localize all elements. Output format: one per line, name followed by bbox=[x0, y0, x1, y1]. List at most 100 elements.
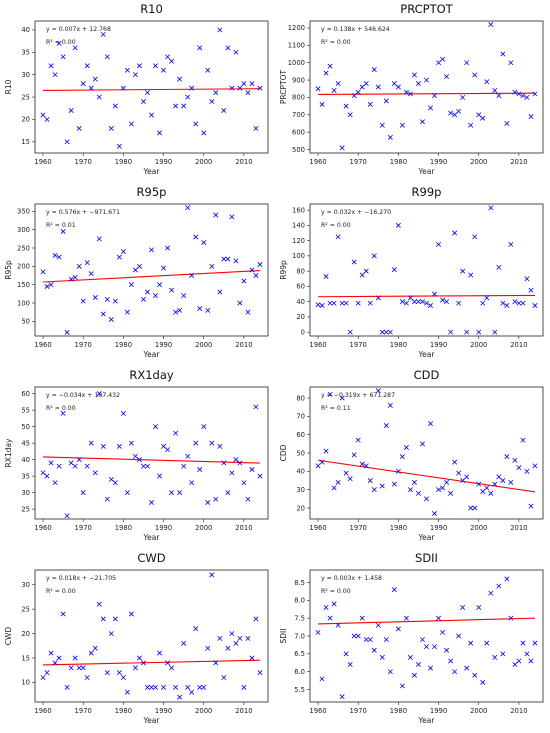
x-tick-label: 1960 bbox=[309, 707, 326, 715]
data-point bbox=[460, 94, 466, 100]
data-point bbox=[225, 490, 231, 496]
data-point bbox=[161, 265, 167, 271]
data-point bbox=[500, 651, 506, 657]
chart-title: PRCPTOT bbox=[400, 2, 453, 16]
data-point bbox=[205, 307, 211, 313]
y-tick-label: 70 bbox=[296, 413, 305, 421]
data-point bbox=[205, 645, 211, 651]
data-point bbox=[185, 94, 191, 100]
y-tick-label: 1100 bbox=[288, 42, 305, 50]
data-point bbox=[185, 453, 191, 459]
y-tick-label: 250 bbox=[17, 244, 30, 252]
data-point bbox=[379, 122, 385, 128]
chart-title: CDD bbox=[414, 368, 440, 382]
data-point bbox=[383, 423, 389, 428]
data-point bbox=[217, 27, 223, 33]
data-point bbox=[149, 112, 154, 118]
y-tick-label: 15 bbox=[21, 654, 30, 662]
data-point bbox=[153, 293, 159, 299]
data-point bbox=[448, 110, 454, 116]
data-point bbox=[108, 317, 114, 322]
data-point bbox=[476, 329, 482, 335]
data-point bbox=[100, 443, 106, 449]
data-point bbox=[516, 658, 522, 664]
x-tick-label: 1980 bbox=[115, 158, 132, 166]
data-point bbox=[399, 299, 405, 305]
data-point bbox=[319, 459, 325, 465]
data-point bbox=[327, 391, 333, 397]
x-tick-label: 2000 bbox=[470, 707, 487, 715]
data-point bbox=[44, 116, 50, 122]
y-tick-label: 100 bbox=[17, 299, 30, 307]
data-point bbox=[128, 282, 134, 288]
data-point bbox=[197, 467, 203, 472]
r-squared: R² = 0.00 bbox=[321, 39, 351, 46]
data-point bbox=[80, 490, 86, 496]
trend-line bbox=[318, 294, 535, 298]
data-point bbox=[379, 654, 385, 660]
data-point bbox=[189, 480, 195, 486]
data-point bbox=[225, 256, 231, 262]
data-point bbox=[496, 474, 502, 480]
chart-prcptot: PRCPTOT 1960 1970 1980 1990 2000 2010 500 600 700… bbox=[279, 2, 544, 176]
data-point bbox=[492, 481, 498, 487]
data-point bbox=[149, 684, 154, 690]
data-point bbox=[456, 633, 462, 639]
data-point bbox=[440, 297, 446, 303]
data-point bbox=[492, 87, 498, 93]
data-point bbox=[120, 85, 126, 91]
data-point bbox=[456, 108, 462, 114]
data-point bbox=[472, 72, 478, 78]
x-axis-label: Year bbox=[143, 533, 161, 542]
data-point bbox=[197, 306, 203, 311]
data-point bbox=[60, 54, 66, 60]
data-point bbox=[436, 60, 442, 66]
data-point bbox=[161, 443, 167, 449]
x-tick-label: 2010 bbox=[235, 341, 252, 349]
x-axis-label: Year bbox=[418, 533, 436, 542]
data-point bbox=[315, 302, 321, 308]
data-point bbox=[339, 694, 345, 700]
chart-title: R95p bbox=[137, 185, 167, 199]
data-point bbox=[492, 329, 498, 335]
data-point bbox=[424, 300, 429, 306]
data-point bbox=[173, 684, 179, 690]
data-point bbox=[48, 282, 54, 288]
data-point bbox=[140, 296, 146, 302]
data-point bbox=[193, 626, 199, 632]
data-point bbox=[323, 70, 329, 76]
trend-line bbox=[43, 456, 260, 464]
x-axis-label: Year bbox=[418, 350, 436, 359]
data-point bbox=[241, 684, 247, 690]
data-point bbox=[229, 214, 235, 220]
data-point bbox=[132, 453, 138, 459]
data-point bbox=[520, 640, 526, 646]
data-point bbox=[136, 63, 142, 69]
y-axis-label: R10 bbox=[4, 79, 13, 94]
data-point bbox=[472, 672, 478, 678]
data-point bbox=[245, 496, 251, 502]
x-tick-label: 1970 bbox=[350, 341, 367, 349]
y-tick-label: 50 bbox=[21, 318, 30, 326]
data-point bbox=[339, 300, 345, 306]
data-point bbox=[237, 635, 243, 641]
data-point bbox=[516, 300, 522, 306]
data-point bbox=[112, 298, 118, 304]
data-point bbox=[500, 51, 506, 57]
data-point bbox=[193, 121, 199, 127]
data-point bbox=[249, 467, 255, 472]
data-point bbox=[327, 615, 333, 621]
data-point bbox=[387, 329, 393, 335]
chart-rx1day: RX1day 1960 1970 1980 1990 2000 2010 25 30 35 40 45… bbox=[4, 368, 269, 542]
data-point bbox=[149, 247, 154, 253]
data-point bbox=[217, 289, 223, 295]
data-point bbox=[88, 440, 94, 446]
data-point bbox=[209, 572, 215, 578]
data-point bbox=[407, 487, 413, 493]
data-point bbox=[104, 496, 110, 502]
data-point bbox=[351, 633, 357, 639]
data-point bbox=[508, 241, 514, 247]
y-tick-label: 120 bbox=[292, 237, 305, 245]
data-point bbox=[476, 112, 482, 118]
data-point bbox=[44, 473, 50, 479]
